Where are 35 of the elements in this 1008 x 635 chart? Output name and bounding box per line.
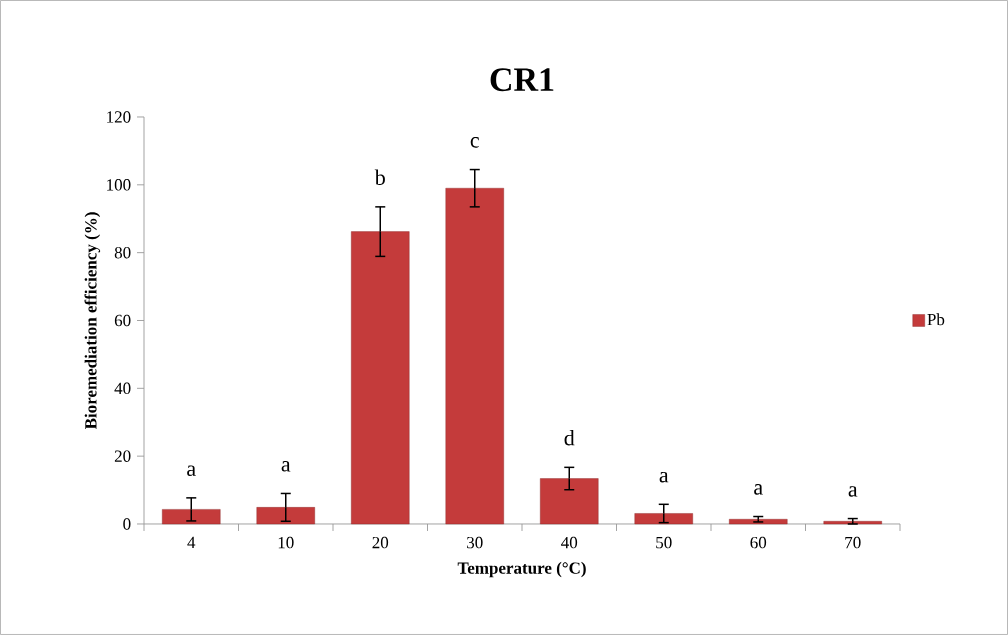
bar bbox=[445, 188, 504, 525]
x-tick-label: 60 bbox=[750, 536, 767, 549]
bar bbox=[351, 231, 410, 525]
annotation: d bbox=[564, 430, 575, 446]
y-tick-label: 80 bbox=[114, 246, 131, 259]
x-tick-label: 70 bbox=[845, 536, 861, 549]
x-tick-label: 50 bbox=[656, 536, 672, 549]
bar bbox=[823, 521, 882, 525]
y-tick-label: 20 bbox=[114, 450, 131, 462]
y-tick-label: 100 bbox=[107, 179, 131, 191]
annotation: b bbox=[374, 169, 385, 185]
bar bbox=[634, 513, 693, 525]
x-tick-label: 10 bbox=[278, 536, 294, 549]
bar bbox=[540, 478, 599, 525]
y-tick-label: 120 bbox=[107, 111, 131, 123]
bar bbox=[162, 509, 221, 525]
annotation: a bbox=[281, 461, 291, 472]
x-tick-label: 30 bbox=[467, 536, 483, 549]
x-tick-label: 4 bbox=[187, 536, 196, 549]
annotation: a bbox=[659, 471, 669, 483]
y-tick-label: 0 bbox=[123, 518, 131, 530]
annotation: a bbox=[754, 484, 763, 495]
y-tick-label: 40 bbox=[114, 382, 131, 395]
y-axis-title: Bioremediation efficiency (%) bbox=[84, 212, 101, 430]
y-tick-label: 60 bbox=[114, 314, 131, 327]
legend-label: Pb bbox=[927, 313, 945, 326]
annotation: c bbox=[470, 137, 479, 148]
annotation: a bbox=[848, 486, 858, 497]
annotation: a bbox=[187, 465, 196, 477]
x-tick-label: 20 bbox=[372, 536, 389, 549]
chart-title: CR1 bbox=[490, 68, 554, 92]
x-tick-label: 40 bbox=[561, 536, 578, 549]
bar bbox=[729, 519, 788, 525]
x-axis-title: Temperature (°C) bbox=[457, 561, 586, 578]
bar bbox=[256, 507, 315, 525]
